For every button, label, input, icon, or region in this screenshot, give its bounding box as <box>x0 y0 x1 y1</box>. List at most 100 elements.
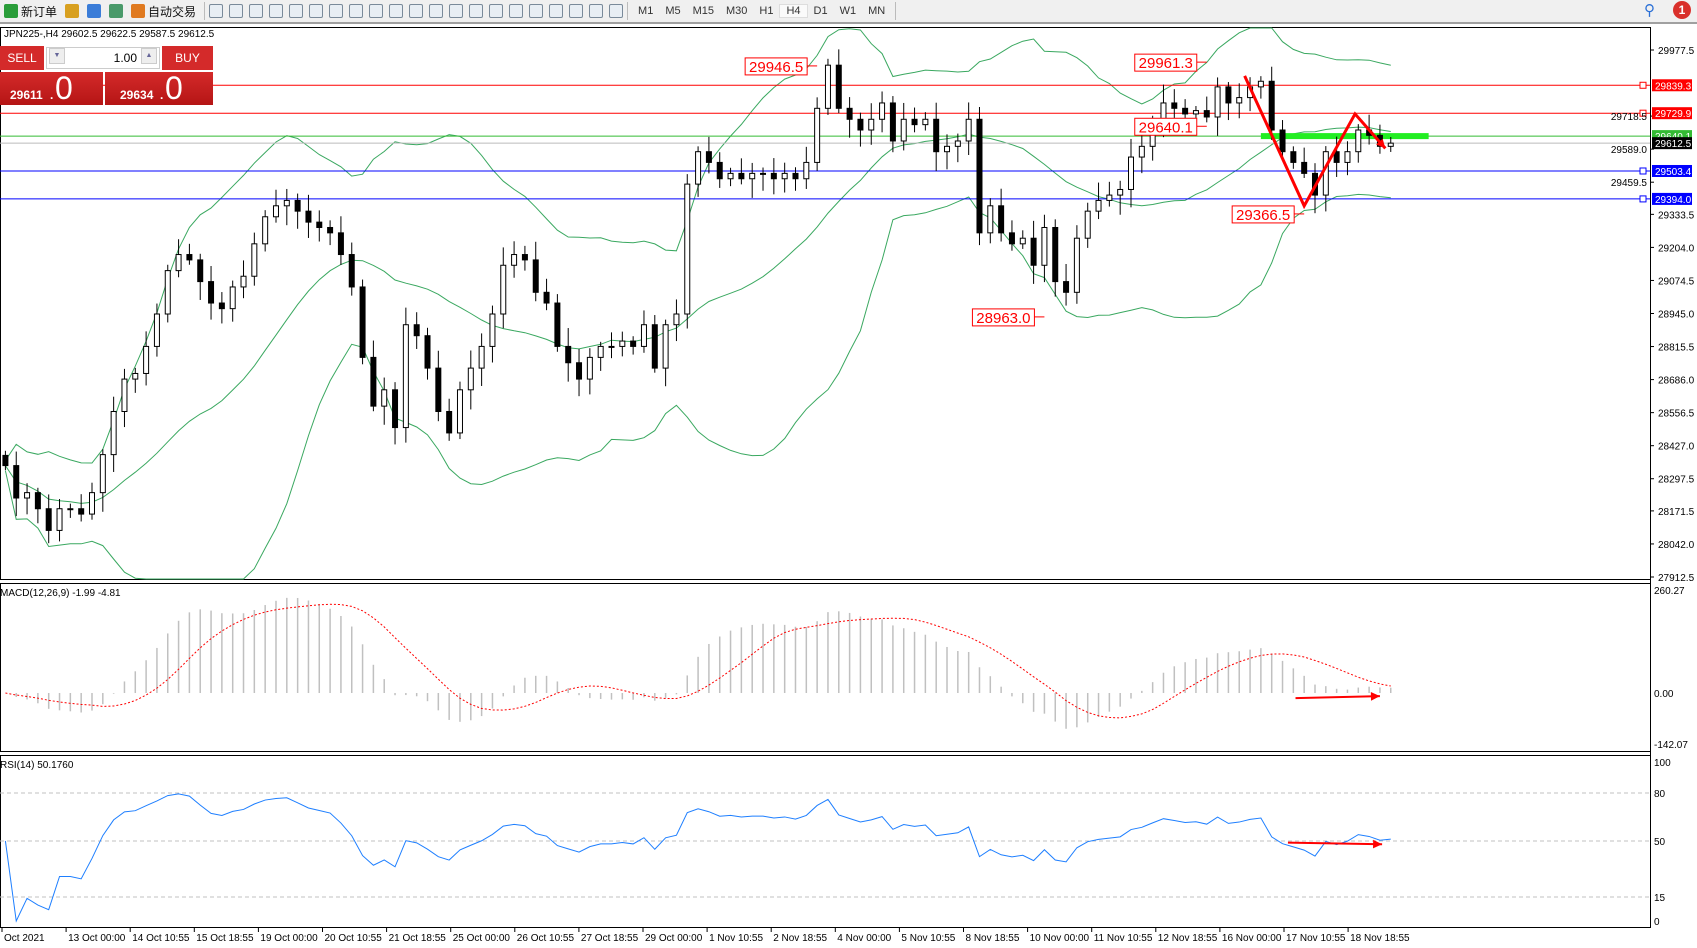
bollinger-lower <box>4 193 1391 580</box>
equidistant-channel-icon[interactable] <box>529 4 544 18</box>
time-label: 21 Oct 18:55 <box>389 933 447 944</box>
candle <box>857 118 864 131</box>
candle <box>705 151 712 163</box>
timeframe-m1[interactable]: M1 <box>638 5 654 17</box>
candle <box>1063 281 1070 293</box>
candle <box>933 118 940 153</box>
candle <box>478 345 485 369</box>
toolbar-button-3[interactable] <box>105 1 127 21</box>
cursor-icon[interactable] <box>429 4 444 18</box>
lot-increase-button[interactable]: ▲ <box>141 48 157 64</box>
tile-windows-icon[interactable] <box>309 4 324 18</box>
sell-price-pips: 0 <box>55 70 73 106</box>
lot-decrease-button[interactable]: ▼ <box>49 48 65 64</box>
text-icon[interactable] <box>569 4 584 18</box>
candle <box>597 345 604 358</box>
candle <box>684 183 691 315</box>
candlestick-icon[interactable] <box>229 4 244 18</box>
timeframe-m5[interactable]: M5 <box>665 5 681 17</box>
price-tick-label: 29204.0 <box>1658 243 1695 254</box>
rsi-line <box>4 793 1391 923</box>
time-label: 8 Nov 18:55 <box>966 933 1020 944</box>
toolbar-button-0[interactable]: 新订单 <box>0 1 61 21</box>
lot-size-input[interactable]: 1.00 <box>46 47 160 69</box>
timeframe-m15[interactable]: M15 <box>692 5 714 17</box>
horizontal-line-icon[interactable] <box>489 4 504 18</box>
timeframe-w1[interactable]: W1 <box>839 5 857 17</box>
candle <box>1268 80 1275 131</box>
candle <box>879 102 886 120</box>
candle <box>381 389 388 407</box>
zoom-in-icon[interactable] <box>269 4 284 18</box>
candle <box>662 324 669 369</box>
trendline-icon[interactable] <box>509 4 524 18</box>
sell-price-button[interactable]: 29611 . 0 <box>0 70 103 106</box>
candle <box>1171 102 1178 109</box>
candle <box>1138 145 1145 158</box>
candle <box>78 508 85 515</box>
time-label: 4 Nov 00:00 <box>837 933 891 944</box>
indicators-icon[interactable] <box>369 4 384 18</box>
candle <box>229 286 236 310</box>
sell-button[interactable]: SELL <box>0 46 44 70</box>
price-level-tag <box>1652 137 1692 150</box>
candle <box>1301 161 1308 174</box>
green-zone <box>1260 133 1429 140</box>
timeframe-h4[interactable]: H4 <box>779 4 808 18</box>
buy-button[interactable]: BUY <box>162 46 213 70</box>
crosshair-icon[interactable] <box>449 4 464 18</box>
vertical-line-icon[interactable] <box>469 4 484 18</box>
rsi-arrow <box>1287 841 1383 846</box>
timeframe-m30[interactable]: M30 <box>726 5 748 17</box>
buy-price-button[interactable]: 29634 . 0 <box>105 70 213 106</box>
toolbar-button-1[interactable] <box>61 1 83 21</box>
search-icon[interactable]: ⚲ <box>1644 2 1655 19</box>
price-tick-label: 28297.5 <box>1658 475 1695 486</box>
fibonacci-icon[interactable] <box>549 4 564 18</box>
toolbar-button-2[interactable] <box>83 1 105 21</box>
candle <box>392 389 399 429</box>
candle <box>359 286 366 358</box>
notifications-badge[interactable]: 1 <box>1673 1 1691 19</box>
toolbar-button-4[interactable]: 自动交易 <box>127 1 200 21</box>
arrows-icon[interactable] <box>609 4 624 18</box>
annotation-box <box>1134 53 1198 72</box>
main-chart-frame <box>0 27 1651 580</box>
autotrading-icon <box>131 4 146 18</box>
price-tick-label: 27912.5 <box>1658 573 1695 584</box>
candle <box>1041 226 1048 266</box>
chart-shift-icon[interactable] <box>349 4 364 18</box>
candle <box>67 508 74 511</box>
timeframe-mn[interactable]: MN <box>868 5 886 17</box>
candle <box>803 161 810 180</box>
price-tick-label: 28427.0 <box>1658 442 1695 453</box>
text-label-icon[interactable] <box>589 4 604 18</box>
time-label: 26 Oct 10:55 <box>517 933 575 944</box>
periods-icon[interactable] <box>389 4 404 18</box>
bar-chart-icon[interactable] <box>209 4 224 18</box>
line-chart-icon[interactable] <box>249 4 264 18</box>
autoscroll-icon[interactable] <box>329 4 344 18</box>
zigzag-arrow <box>1243 75 1387 210</box>
candle <box>218 302 225 310</box>
annotation-box <box>1231 205 1295 224</box>
candle <box>446 410 453 434</box>
candle <box>608 345 615 348</box>
zoom-out-icon[interactable] <box>289 4 304 18</box>
timeframe-d1[interactable]: D1 <box>813 5 828 17</box>
candle <box>1344 151 1351 163</box>
annotation-label: 29640.1 <box>1139 119 1193 136</box>
time-label: 12 Nov 18:55 <box>1158 933 1218 944</box>
candle <box>922 118 929 126</box>
candle <box>424 335 431 369</box>
annotation-label: 28963.0 <box>976 310 1030 327</box>
annotation-box <box>744 57 808 76</box>
templates-icon[interactable] <box>409 4 424 18</box>
candle <box>792 172 799 180</box>
candle <box>370 356 377 407</box>
time-label: 14 Oct 10:55 <box>132 933 190 944</box>
candle <box>467 367 474 391</box>
candle <box>327 226 334 234</box>
timeframe-h1[interactable]: H1 <box>759 5 774 17</box>
